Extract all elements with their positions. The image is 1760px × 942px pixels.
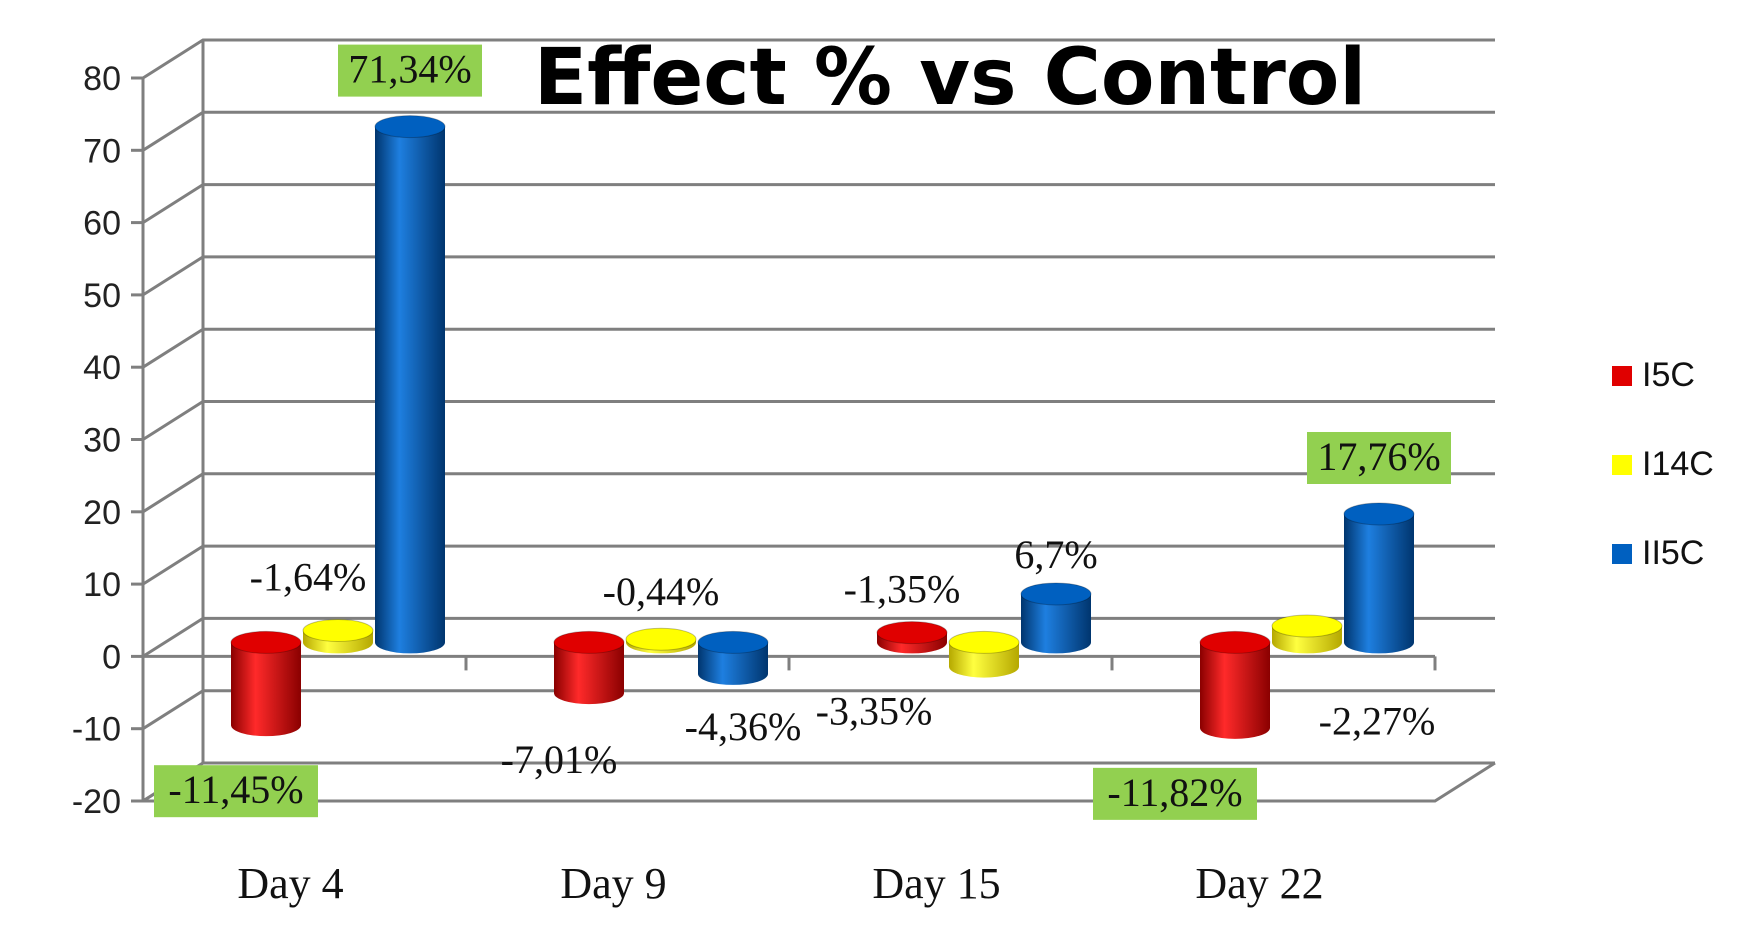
y-tick-label: 70 bbox=[83, 132, 121, 170]
bar-i14c-day-9 bbox=[625, 627, 697, 654]
svg-text:I5C: I5C bbox=[1642, 356, 1695, 394]
plot-grid bbox=[131, 38, 1496, 803]
data-labels: -11,45% -7,01% -1,35% -11,82% -1,64% -0,44% -3… bbox=[154, 44, 1451, 820]
bar-ii5c-day-15 bbox=[1020, 582, 1092, 654]
data-label-i14c: -3,35% bbox=[816, 689, 933, 734]
data-label-ii5c: 6,7% bbox=[1014, 532, 1097, 577]
svg-text:-1,35%: -1,35% bbox=[844, 567, 961, 612]
data-label-ii5c: 17,76% bbox=[1307, 431, 1451, 484]
legend-item-ii5c: II5C bbox=[1612, 534, 1704, 572]
svg-text:-11,82%: -11,82% bbox=[1107, 770, 1242, 815]
svg-text:17,76%: 17,76% bbox=[1317, 434, 1440, 479]
x-tick-label: Day 9 bbox=[560, 859, 666, 908]
svg-text:-4,36%: -4,36% bbox=[685, 704, 802, 749]
data-label-i14c: -1,64% bbox=[250, 555, 367, 600]
svg-text:II5C: II5C bbox=[1642, 534, 1704, 572]
bar-ii5c-day-4 bbox=[374, 115, 446, 654]
gridline bbox=[142, 38, 1495, 80]
bar-i5c-day-22 bbox=[1199, 630, 1271, 739]
bar-i14c-day-4 bbox=[302, 619, 374, 654]
y-tick-label: 30 bbox=[83, 422, 121, 460]
gridline bbox=[142, 327, 1495, 369]
bar-i5c-day-15 bbox=[876, 621, 948, 654]
svg-text:-11,45%: -11,45% bbox=[168, 767, 303, 812]
data-label-i5c: -1,35% bbox=[844, 567, 961, 612]
svg-text:6,7%: 6,7% bbox=[1014, 532, 1097, 577]
chart-title: Effect % vs Control bbox=[534, 33, 1366, 123]
data-label-i14c: -0,44% bbox=[603, 569, 720, 614]
bar-series bbox=[230, 115, 1415, 739]
gridline bbox=[142, 183, 1495, 224]
y-axis-ticks: -20 -10 0 10 20 30 40 50 60 70 80 bbox=[72, 60, 121, 821]
bar-i5c-day-4 bbox=[230, 630, 302, 737]
legend-item-i5c: I5C bbox=[1612, 356, 1695, 394]
bar-i14c-day-15 bbox=[948, 630, 1020, 678]
y-tick-label: 60 bbox=[83, 205, 121, 243]
gridline bbox=[142, 472, 1495, 514]
svg-text:-1,64%: -1,64% bbox=[250, 555, 367, 600]
bar-i5c-day-9 bbox=[553, 630, 625, 705]
y-tick-label: 0 bbox=[102, 638, 121, 676]
gridline bbox=[142, 761, 1495, 803]
y-tick-label: 10 bbox=[83, 566, 121, 604]
svg-text:-3,35%: -3,35% bbox=[816, 689, 933, 734]
y-tick-label: 80 bbox=[83, 60, 121, 98]
svg-text:I14C: I14C bbox=[1642, 445, 1714, 483]
legend: I5C I14C II5C bbox=[1612, 356, 1714, 572]
data-label-ii5c: 71,34% bbox=[338, 44, 482, 97]
bar-i14c-day-22 bbox=[1271, 614, 1343, 654]
x-tick-label: Day 4 bbox=[237, 859, 343, 908]
legend-swatch bbox=[1612, 455, 1632, 475]
x-tick-label: Day 15 bbox=[872, 859, 1000, 908]
bar-ii5c-day-22 bbox=[1343, 502, 1415, 654]
gridline bbox=[142, 110, 1495, 152]
y-tick-label: 20 bbox=[83, 494, 121, 532]
floor-front-edge bbox=[143, 761, 1496, 803]
svg-text:-7,01%: -7,01% bbox=[501, 737, 618, 782]
y-tick-label: 40 bbox=[83, 349, 121, 387]
gridline bbox=[142, 544, 1495, 586]
x-axis-ticks: Day 4 Day 9 Day 15 Day 22 bbox=[237, 859, 1323, 908]
gridline bbox=[142, 255, 1495, 297]
svg-text:-0,44%: -0,44% bbox=[603, 569, 720, 614]
legend-swatch bbox=[1612, 366, 1632, 386]
svg-text:71,34%: 71,34% bbox=[348, 47, 471, 92]
data-label-i5c: -11,82% bbox=[1093, 767, 1257, 820]
svg-text:-2,27%: -2,27% bbox=[1319, 698, 1436, 743]
data-label-i14c: -2,27% bbox=[1319, 698, 1436, 743]
legend-swatch bbox=[1612, 544, 1632, 564]
data-label-ii5c: -4,36% bbox=[685, 704, 802, 749]
gridline bbox=[142, 400, 1495, 441]
data-label-i5c: -7,01% bbox=[501, 737, 618, 782]
x-tick-label: Day 22 bbox=[1195, 859, 1323, 908]
gridline bbox=[142, 689, 1495, 730]
legend-item-i14c: I14C bbox=[1612, 445, 1714, 483]
y-tick-label: 50 bbox=[83, 277, 121, 315]
y-tick-label: -20 bbox=[72, 783, 121, 821]
data-label-i5c: -11,45% bbox=[154, 765, 318, 818]
y-tick-label: -10 bbox=[72, 711, 121, 749]
bar-ii5c-day-9 bbox=[697, 630, 769, 685]
